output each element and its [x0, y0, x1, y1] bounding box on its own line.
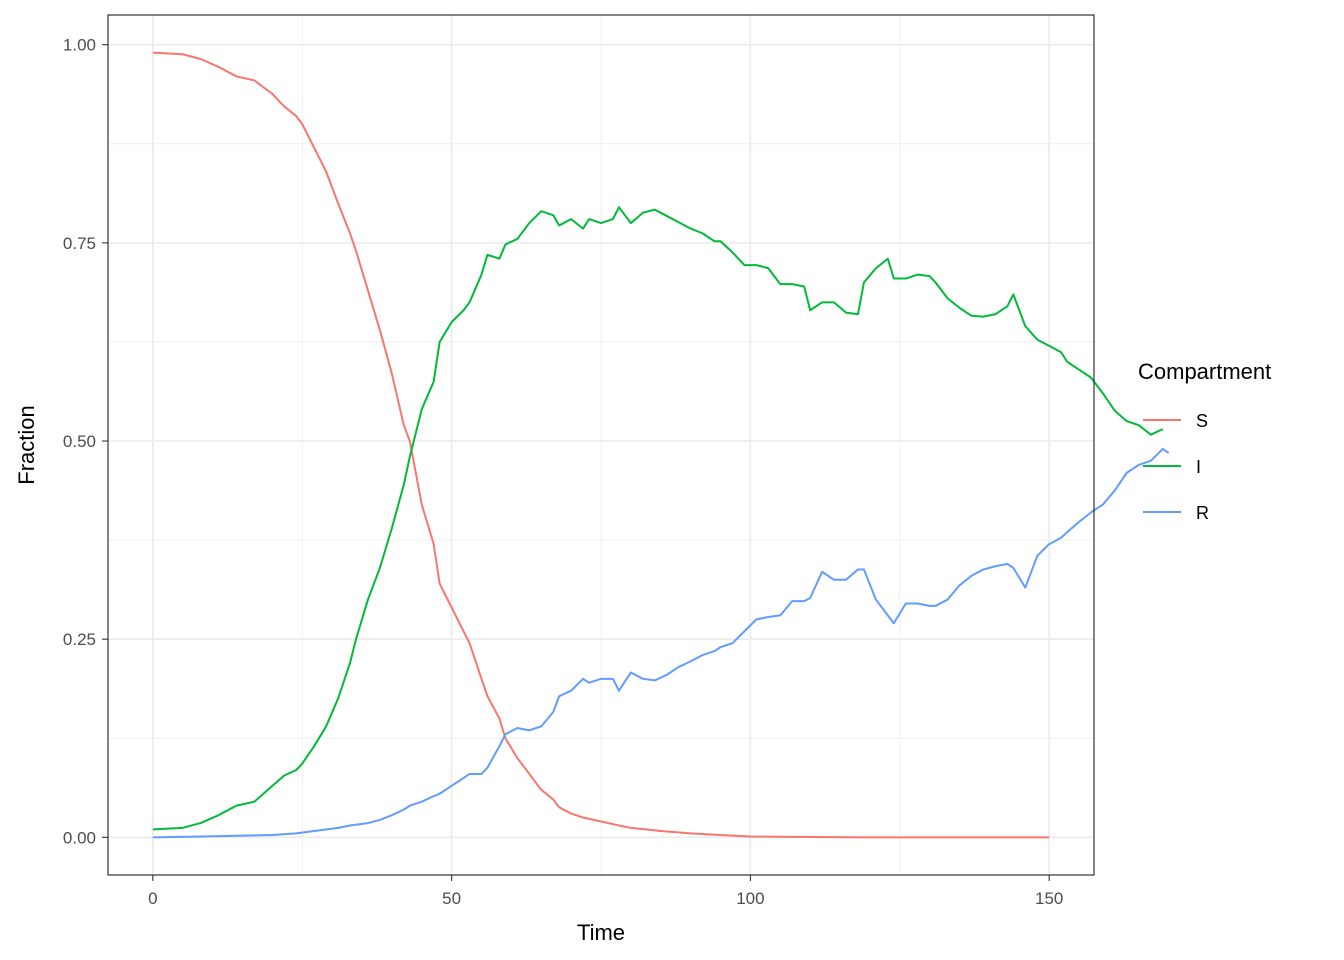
legend-label-i: I [1196, 457, 1201, 477]
y-axis-title: Fraction [14, 405, 39, 484]
x-tick-label: 150 [1035, 889, 1063, 908]
series-line-r [152, 447, 1170, 839]
minor-gridlines [108, 15, 1094, 875]
y-tick-label: 0.25 [63, 630, 96, 649]
series-line-i [152, 206, 1164, 831]
legend: Compartment S I R [1138, 359, 1271, 523]
x-axis-title: Time [577, 920, 625, 945]
legend-label-s: S [1196, 411, 1208, 431]
x-tick-label: 100 [736, 889, 764, 908]
y-tick-label: 0.00 [63, 828, 96, 847]
series-layer [152, 51, 1170, 839]
y-tick-label: 0.50 [63, 432, 96, 451]
plot-panel-border [107, 14, 1095, 876]
series-line-s [152, 51, 1050, 839]
x-tick-label: 0 [148, 889, 157, 908]
y-tick-label: 1.00 [63, 36, 96, 55]
major-gridlines [108, 15, 1094, 875]
x-tick-label: 50 [442, 889, 461, 908]
legend-title: Compartment [1138, 359, 1271, 384]
legend-label-r: R [1196, 503, 1209, 523]
y-axis: 0.00 0.25 0.50 0.75 1.00 [63, 36, 108, 847]
y-tick-label: 0.75 [63, 234, 96, 253]
x-axis: 0 50 100 150 [148, 875, 1063, 908]
